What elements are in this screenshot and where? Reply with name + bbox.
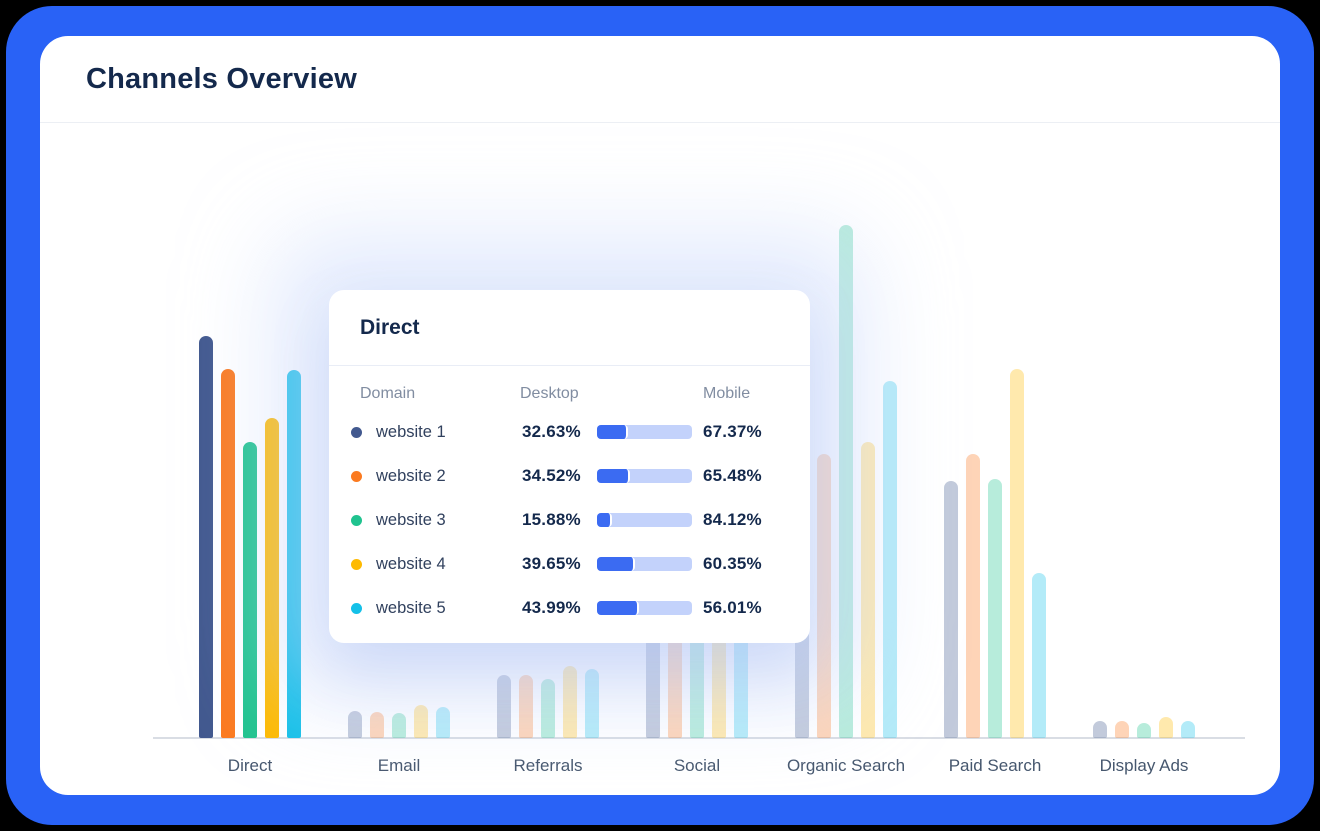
bar-email-website-5[interactable] — [436, 707, 450, 738]
tooltip-row-website-2: website 2 34.52% 65.48% — [329, 454, 810, 498]
bar-display-ads-website-1[interactable] — [1093, 721, 1107, 738]
legend-dot-website-1 — [351, 427, 362, 438]
column-header-mobile: Mobile — [703, 385, 751, 402]
progress-fill — [597, 513, 613, 527]
legend-dot-website-2 — [351, 471, 362, 482]
card-header: Channels Overview — [40, 36, 1280, 122]
bar-direct-website-3[interactable] — [243, 442, 257, 738]
site-name: website 5 — [376, 599, 446, 617]
mobile-percent: 60.35% — [703, 554, 762, 573]
desktop-mobile-progress-bar — [597, 469, 692, 483]
desktop-percent: 39.65% — [522, 554, 581, 573]
site-name: website 2 — [376, 467, 446, 485]
direct-tooltip: Direct Domain Desktop Mobile website 1 32… — [329, 290, 810, 643]
site-name: website 4 — [376, 555, 446, 573]
bar-paid-search-website-2[interactable] — [966, 454, 980, 738]
column-header-desktop: Desktop — [520, 385, 579, 402]
bar-display-ads-website-5[interactable] — [1181, 721, 1195, 738]
progress-fill — [597, 425, 628, 439]
bar-paid-search-website-4[interactable] — [1010, 369, 1024, 738]
desktop-percent: 15.88% — [522, 510, 581, 529]
desktop-percent: 34.52% — [522, 466, 581, 485]
category-label-display-ads: Display Ads — [1099, 756, 1189, 775]
progress-fill — [597, 557, 635, 571]
legend-dot-website-4 — [351, 559, 362, 570]
bar-referrals-website-3[interactable] — [541, 679, 555, 738]
bar-email-website-4[interactable] — [414, 705, 428, 738]
column-header-domain: Domain — [360, 385, 416, 402]
tooltip-row-website-1: website 1 32.63% 67.37% — [329, 410, 810, 454]
bar-referrals-website-1[interactable] — [497, 675, 511, 738]
bar-organic-search-website-3[interactable] — [839, 225, 853, 738]
bar-display-ads-website-3[interactable] — [1137, 723, 1151, 738]
progress-fill — [597, 601, 639, 615]
bar-organic-search-website-4[interactable] — [861, 442, 875, 738]
bar-email-website-1[interactable] — [348, 711, 362, 738]
progress-fill — [597, 469, 630, 483]
bar-direct-website-5[interactable] — [287, 370, 301, 738]
bar-organic-search-website-2[interactable] — [817, 454, 831, 738]
mobile-percent: 84.12% — [703, 510, 762, 529]
mobile-percent: 65.48% — [703, 466, 762, 485]
mobile-percent: 67.37% — [703, 422, 762, 441]
bar-email-website-2[interactable] — [370, 712, 384, 738]
legend-dot-website-3 — [351, 515, 362, 526]
tooltip-rows: website 1 32.63% 67.37% website 2 34.52% 65.4… — [329, 410, 810, 630]
header-divider — [40, 122, 1280, 123]
bar-display-ads-website-2[interactable] — [1115, 721, 1129, 738]
tooltip-row-website-5: website 5 43.99% 56.01% — [329, 586, 810, 630]
desktop-mobile-progress-bar — [597, 601, 692, 615]
site-name: website 1 — [376, 423, 446, 441]
bar-email-website-3[interactable] — [392, 713, 406, 738]
bar-referrals-website-4[interactable] — [563, 666, 577, 738]
bar-referrals-website-5[interactable] — [585, 669, 599, 738]
bar-paid-search-website-5[interactable] — [1032, 573, 1046, 738]
bar-display-ads-website-4[interactable] — [1159, 717, 1173, 738]
tooltip-divider — [329, 365, 810, 366]
bar-paid-search-website-1[interactable] — [944, 481, 958, 738]
tooltip-row-website-3: website 3 15.88% 84.12% — [329, 498, 810, 542]
desktop-mobile-progress-bar — [597, 513, 692, 527]
legend-dot-website-5 — [351, 603, 362, 614]
mobile-percent: 56.01% — [703, 598, 762, 617]
desktop-percent: 32.63% — [522, 422, 581, 441]
category-label-organic-search: Organic Search — [786, 756, 906, 775]
desktop-mobile-progress-bar — [597, 425, 692, 439]
category-label-paid-search: Paid Search — [948, 756, 1042, 775]
desktop-percent: 43.99% — [522, 598, 581, 617]
bar-direct-website-1[interactable] — [199, 336, 213, 738]
bar-organic-search-website-5[interactable] — [883, 381, 897, 738]
tooltip-row-website-4: website 4 39.65% 60.35% — [329, 542, 810, 586]
x-axis-line — [153, 737, 1245, 739]
bar-paid-search-website-3[interactable] — [988, 479, 1002, 738]
tooltip-title: Direct — [360, 316, 420, 339]
category-label-social: Social — [673, 756, 721, 775]
bar-referrals-website-2[interactable] — [519, 675, 533, 738]
bar-direct-website-2[interactable] — [221, 369, 235, 738]
desktop-mobile-progress-bar — [597, 557, 692, 571]
category-label-referrals: Referrals — [513, 756, 583, 775]
category-label-email: Email — [377, 756, 421, 775]
category-label-direct: Direct — [227, 756, 273, 775]
site-name: website 3 — [376, 511, 446, 529]
channels-overview-card: Channels Overview Direct Email Referrals So… — [40, 36, 1280, 795]
bar-direct-website-4[interactable] — [265, 418, 279, 738]
page-title: Channels Overview — [86, 63, 357, 95]
